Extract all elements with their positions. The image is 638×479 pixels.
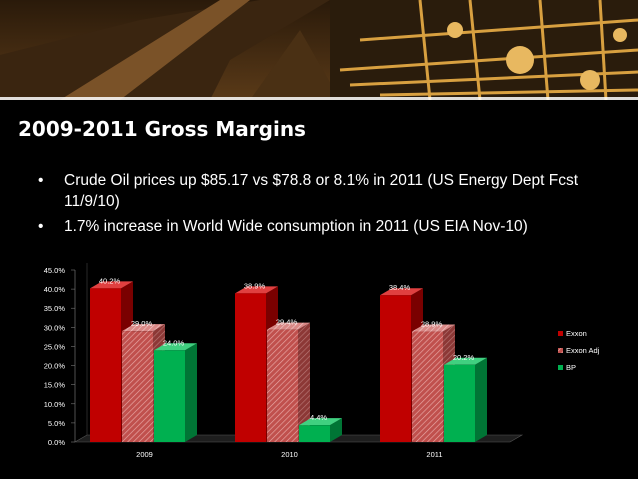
bar-top	[235, 286, 278, 294]
legend-swatch	[558, 348, 563, 353]
gross-margin-chart: 0.0% 5.0% 10.0% 15.0% 20.0% 25.0% 30.0% 35.0% 40…	[0, 258, 638, 473]
bar-top	[412, 324, 455, 332]
bar-top	[90, 281, 133, 289]
bar-top	[122, 324, 165, 332]
bullet-list: Crude Oil prices up $85.17 vs $78.8 or 8…	[38, 170, 608, 241]
bullet-item: 1.7% increase in World Wide consumption …	[38, 216, 608, 237]
bar-top	[154, 343, 197, 351]
bar-top	[380, 288, 423, 296]
data-label: 28.9%	[421, 320, 443, 329]
y-tick-label: 15.0%	[44, 381, 66, 390]
data-label: 40.2%	[99, 276, 121, 285]
bar-side	[330, 418, 342, 442]
bar	[444, 364, 475, 442]
legend-label: Exxon	[566, 329, 587, 338]
y-tick-label: 30.0%	[44, 323, 66, 332]
data-label: 29.4%	[276, 318, 298, 327]
bar	[267, 329, 298, 442]
bar-top	[444, 357, 487, 365]
bar	[90, 288, 121, 442]
bar	[299, 425, 330, 442]
bar-side	[475, 357, 487, 442]
data-label: 20.2%	[453, 353, 475, 362]
data-label: 38.4%	[389, 283, 411, 292]
x-tick-label: 2010	[281, 450, 298, 459]
x-tick-label: 2009	[136, 450, 153, 459]
y-tick-label: 45.0%	[44, 266, 66, 275]
y-tick-label: 25.0%	[44, 342, 66, 351]
bullet-item: Crude Oil prices up $85.17 vs $78.8 or 8…	[38, 170, 608, 212]
bar-side	[185, 343, 197, 442]
legend-label: BP	[566, 363, 576, 372]
bar-top	[267, 322, 310, 330]
bar	[412, 331, 443, 442]
y-tick-label: 10.0%	[44, 400, 66, 409]
legend-swatch	[558, 365, 563, 370]
bar-side	[298, 322, 310, 442]
bar	[122, 331, 153, 442]
data-label: 4.4%	[310, 413, 327, 422]
y-tick-label: 35.0%	[44, 304, 66, 313]
y-tick-label: 20.0%	[44, 362, 66, 371]
data-label: 38.9%	[244, 281, 266, 290]
header-photo-oil-tanker	[0, 0, 638, 100]
y-tick-label: 5.0%	[48, 419, 65, 428]
legend-label: Exxon Adj	[566, 346, 600, 355]
y-tick-label: 0.0%	[48, 438, 65, 447]
bar	[154, 350, 185, 442]
data-label: 24.0%	[163, 338, 185, 347]
y-tick-label: 40.0%	[44, 285, 66, 294]
slide-title: 2009-2011 Gross Margins	[18, 117, 306, 141]
bar-top	[299, 418, 342, 426]
legend-swatch	[558, 331, 563, 336]
x-tick-label: 2011	[426, 450, 442, 459]
data-label: 29.0%	[131, 319, 153, 328]
bar	[235, 293, 266, 442]
bar	[380, 295, 411, 442]
